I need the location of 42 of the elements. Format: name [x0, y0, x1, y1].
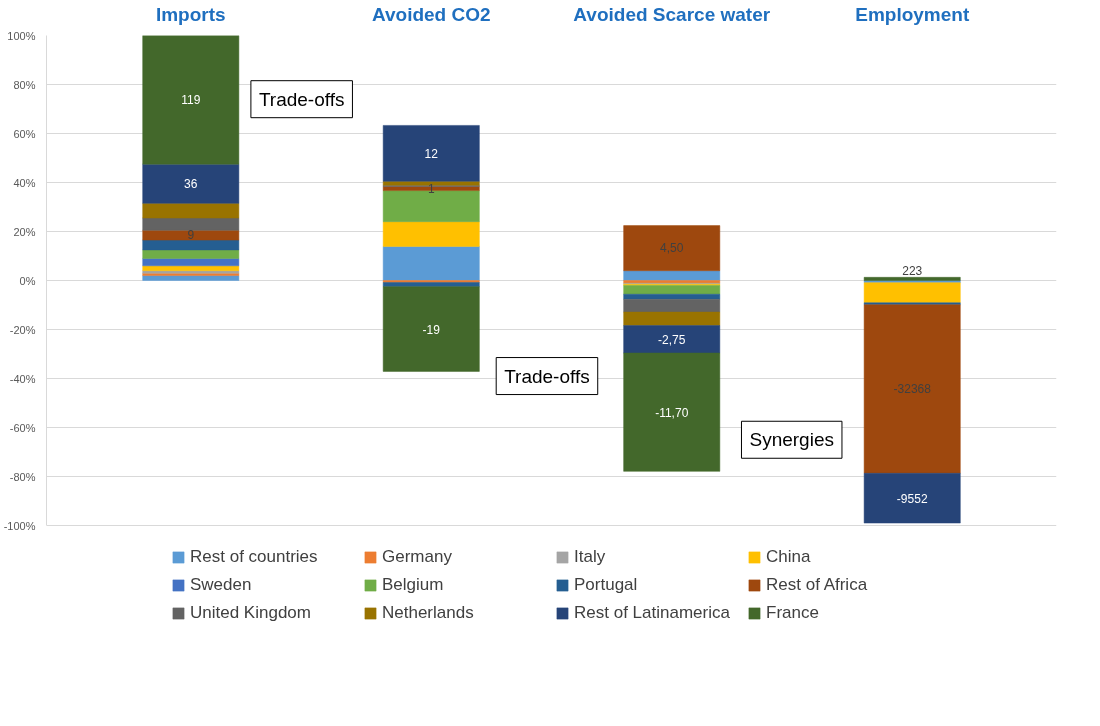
annotation: 9	[187, 228, 195, 243]
legend-label: United Kingdom	[190, 603, 312, 623]
annotation: -32368	[893, 381, 932, 396]
annotation: 4,50	[660, 241, 684, 256]
y-tick-label: -60%	[9, 421, 36, 434]
y-tick-label: 60%	[13, 127, 36, 140]
y-tick-label: -100%	[3, 519, 36, 532]
y-tick-label: 100%	[7, 29, 36, 42]
annotation: -2,75	[658, 332, 686, 347]
legend-label: China	[766, 547, 812, 567]
x-tick-label: Employment	[855, 3, 970, 25]
x-tick-label: Imports	[155, 3, 226, 25]
y-tick-label: -40%	[9, 372, 36, 385]
annotation: Synergies	[749, 429, 834, 451]
annotation: 223	[902, 264, 923, 279]
legend-label: Rest of countries	[190, 547, 319, 567]
legend-label: Rest of Latinamerica	[574, 603, 731, 623]
annotation: -19	[422, 322, 441, 337]
annotation: -9552	[896, 492, 928, 507]
y-tick-label: 40%	[13, 176, 36, 189]
legend-label: Germany	[382, 547, 453, 567]
legend-label: Italy	[574, 547, 607, 567]
legend-label: Portugal	[574, 575, 639, 595]
y-tick-label: -20%	[9, 323, 36, 336]
legend-label: Rest of Africa	[766, 575, 869, 595]
y-tick-label: 20%	[13, 225, 36, 238]
annotation: Trade-offs	[258, 88, 345, 110]
legend-label: France	[766, 603, 820, 623]
y-tick-label: -80%	[9, 470, 36, 483]
x-tick-label: Avoided Scarce water	[573, 3, 771, 25]
y-tick-label: 0%	[19, 274, 36, 287]
annotation: -11,70	[655, 405, 689, 420]
annotation: 1	[427, 181, 435, 196]
annotation: 36	[184, 177, 198, 192]
legend-label: Sweden	[190, 575, 253, 595]
annotation: Trade-offs	[504, 365, 590, 387]
legend-label: Belgium	[382, 575, 445, 595]
x-tick-label: Avoided CO2	[371, 3, 491, 25]
annotation: 119	[181, 93, 201, 108]
legend-label: Netherlands	[382, 603, 475, 623]
y-tick-label: 80%	[13, 78, 36, 91]
annotation: 12	[424, 146, 439, 161]
